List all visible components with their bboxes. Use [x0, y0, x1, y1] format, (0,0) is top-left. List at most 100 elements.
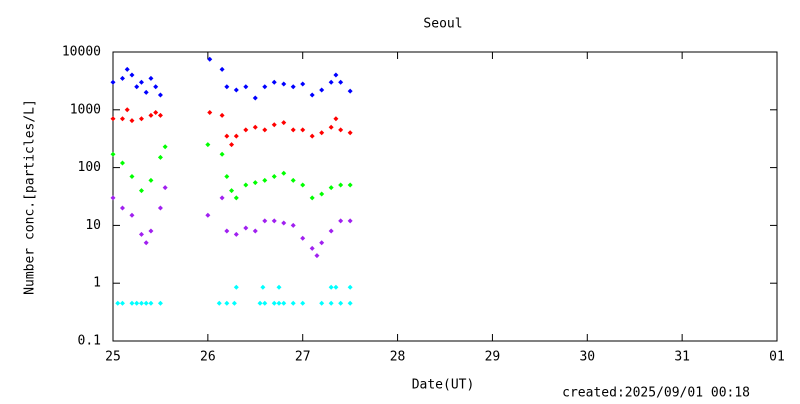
point	[276, 284, 282, 290]
x-tick-label: 27	[295, 350, 311, 365]
point	[157, 112, 163, 118]
point	[110, 195, 116, 201]
point	[319, 130, 325, 136]
point	[271, 122, 277, 128]
point	[300, 182, 306, 188]
point	[347, 182, 353, 188]
point	[243, 127, 249, 133]
point	[110, 116, 116, 122]
point	[119, 205, 125, 211]
point	[119, 75, 125, 81]
x-tick-label: 25	[105, 350, 121, 365]
point	[290, 300, 296, 306]
point	[300, 235, 306, 241]
point	[138, 188, 144, 194]
y-tick-label: 1000	[70, 102, 101, 117]
point	[219, 112, 225, 118]
point	[138, 116, 144, 122]
point	[157, 92, 163, 98]
point	[110, 79, 116, 85]
point	[290, 222, 296, 228]
point	[347, 130, 353, 136]
point	[129, 212, 135, 218]
point	[224, 133, 230, 139]
point	[153, 84, 159, 90]
point	[328, 124, 334, 130]
point	[124, 66, 130, 72]
point	[148, 300, 154, 306]
point	[328, 228, 334, 234]
point	[229, 188, 235, 194]
point	[219, 66, 225, 72]
point	[271, 79, 277, 85]
point	[252, 180, 258, 186]
point	[257, 300, 263, 306]
point	[233, 133, 239, 139]
point	[119, 160, 125, 166]
point	[300, 81, 306, 87]
point	[219, 151, 225, 157]
footer: created:2025/09/01 00:18	[562, 386, 750, 401]
y-tick-label: 10	[85, 218, 101, 233]
point	[143, 240, 149, 246]
point	[276, 300, 282, 306]
point	[134, 300, 140, 306]
point	[153, 109, 159, 115]
point	[224, 174, 230, 180]
point	[281, 300, 287, 306]
point	[319, 240, 325, 246]
point	[233, 87, 239, 93]
point	[262, 127, 268, 133]
point	[262, 300, 268, 306]
point	[290, 127, 296, 133]
point	[243, 182, 249, 188]
point	[300, 300, 306, 306]
x-tick-label: 01	[769, 350, 785, 365]
point	[219, 195, 225, 201]
point	[338, 218, 344, 224]
x-tick-label: 28	[390, 350, 406, 365]
x-axis-label: Date(UT)	[412, 378, 475, 393]
point	[281, 220, 287, 226]
point	[252, 228, 258, 234]
point	[333, 284, 339, 290]
point	[338, 300, 344, 306]
point	[138, 231, 144, 237]
point	[338, 127, 344, 133]
point	[271, 300, 277, 306]
x-tick-label: 29	[485, 350, 501, 365]
point	[328, 300, 334, 306]
point	[281, 120, 287, 126]
point	[129, 174, 135, 180]
point	[233, 195, 239, 201]
point	[252, 95, 258, 101]
point	[319, 191, 325, 197]
point	[148, 177, 154, 183]
point	[309, 133, 315, 139]
point	[224, 300, 230, 306]
point	[319, 87, 325, 93]
point	[148, 112, 154, 118]
point	[262, 177, 268, 183]
point	[243, 225, 249, 231]
point	[143, 89, 149, 95]
point	[115, 300, 121, 306]
point	[271, 218, 277, 224]
point	[328, 79, 334, 85]
point	[271, 174, 277, 180]
point	[138, 300, 144, 306]
point	[129, 118, 135, 124]
y-tick-label: 10000	[62, 45, 101, 60]
point	[157, 154, 163, 160]
point	[260, 284, 266, 290]
point	[347, 218, 353, 224]
point	[319, 300, 325, 306]
y-tick-label: 100	[78, 160, 101, 175]
y-tick-label: 0.1	[78, 334, 101, 349]
point	[157, 300, 163, 306]
point	[290, 177, 296, 183]
point	[328, 185, 334, 191]
point	[224, 228, 230, 234]
point	[224, 84, 230, 90]
